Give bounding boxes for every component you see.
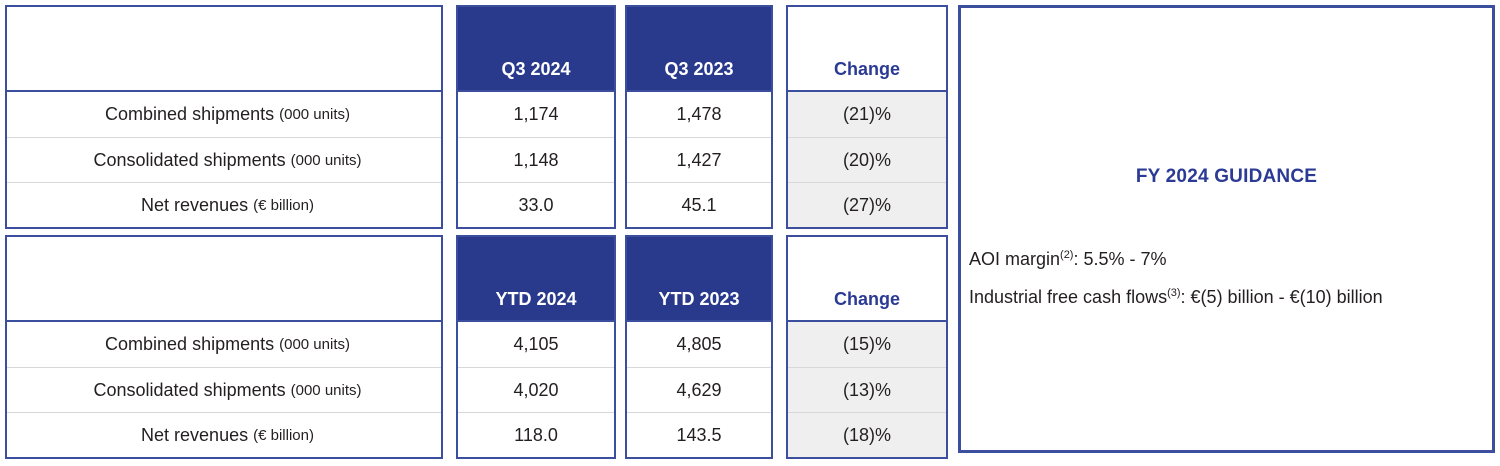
- column-header-q3-2024: Q3 2024: [458, 7, 614, 92]
- row-label-unit: (000 units): [290, 151, 362, 169]
- footnote-ref: (3): [1167, 287, 1181, 299]
- ytd-results-table: Combined shipments (000 units) Consolida…: [5, 235, 950, 459]
- quarter-column-q3-2024: Q3 2024 1,174 1,148 33.0: [456, 5, 616, 229]
- guidance-title: FY 2024 GUIDANCE: [1135, 166, 1318, 187]
- row-label-combined-shipments: Combined shipments (000 units): [7, 322, 441, 367]
- value-cell: 4,805: [676, 334, 722, 354]
- quarter-label-column: Combined shipments (000 units) Consolida…: [5, 5, 443, 229]
- column-header-change: Change: [788, 7, 946, 92]
- row-label-net-revenues: Net revenues (€ billion): [7, 182, 441, 227]
- column-header-q3-2023: Q3 2023: [627, 7, 771, 92]
- results-tables: Combined shipments (000 units) Consolida…: [5, 5, 950, 459]
- change-cell: (27)%: [788, 182, 946, 227]
- change-cell: (21)%: [788, 92, 946, 137]
- column-header-change: Change: [788, 237, 946, 322]
- row-label-text: Combined shipments: [105, 104, 275, 124]
- change-cell: (20)%: [788, 137, 946, 182]
- value-cell: 4,629: [627, 367, 771, 412]
- guidance-lines: AOI margin(2): 5.5% - 7% Industrial free…: [969, 240, 1484, 316]
- guidance-line-value: : €(5) billion - €(10) billion: [1180, 287, 1383, 307]
- value-cell: 4,020: [458, 367, 614, 412]
- row-label-unit: (000 units): [279, 106, 350, 123]
- row-label-text: Consolidated shipments: [93, 149, 286, 170]
- guidance-line-value: : 5.5% - 7%: [1073, 249, 1167, 269]
- ytd-label-column: Combined shipments (000 units) Consolida…: [5, 235, 443, 459]
- row-label-unit: (€ billion): [253, 196, 314, 214]
- quarter-results-table: Combined shipments (000 units) Consolida…: [5, 5, 950, 229]
- ytd-column-change: Change (15)% (13)% (18)%: [786, 235, 948, 459]
- value-cell: 4,105: [513, 334, 559, 354]
- row-label-net-revenues: Net revenues (€ billion): [7, 412, 441, 457]
- value-cell: 1,148: [458, 137, 614, 182]
- quarter-label-header-blank: [7, 7, 441, 92]
- column-header-ytd-2024: YTD 2024: [458, 237, 614, 322]
- guidance-line-industrial-fcf: Industrial free cash flows(3): €(5) bill…: [969, 278, 1484, 316]
- row-label-text: Consolidated shipments: [93, 379, 286, 400]
- value-cell: 1,174: [513, 104, 559, 124]
- ytd-label-header-blank: [7, 237, 441, 322]
- change-cell: (13)%: [788, 367, 946, 412]
- change-cell: (15)%: [788, 322, 946, 367]
- value-cell: 1,427: [627, 137, 771, 182]
- row-label-text: Net revenues: [141, 424, 249, 445]
- value-cell: 143.5: [627, 412, 771, 457]
- footnote-ref: (2): [1060, 249, 1074, 261]
- row-label-unit: (€ billion): [253, 426, 314, 444]
- row-label-consolidated-shipments: Consolidated shipments (000 units): [7, 367, 441, 412]
- guidance-line-text: Industrial free cash flows: [969, 287, 1168, 307]
- quarter-column-q3-2023: Q3 2023 1,478 1,427 45.1: [625, 5, 773, 229]
- column-header-ytd-2023: YTD 2023: [627, 237, 771, 322]
- guidance-line-aoi-margin: AOI margin(2): 5.5% - 7%: [969, 240, 1484, 278]
- row-label-unit: (000 units): [279, 336, 350, 353]
- row-label-unit: (000 units): [290, 381, 362, 399]
- value-cell: 118.0: [458, 412, 614, 457]
- change-cell: (18)%: [788, 412, 946, 457]
- row-label-consolidated-shipments: Consolidated shipments (000 units): [7, 137, 441, 182]
- value-cell: 1,478: [676, 104, 722, 124]
- guidance-panel: FY 2024 GUIDANCE AOI margin(2): 5.5% - 7…: [958, 5, 1495, 453]
- guidance-line-text: AOI margin: [969, 249, 1061, 269]
- value-cell: 45.1: [627, 182, 771, 227]
- row-label-text: Net revenues: [141, 194, 249, 215]
- row-label-combined-shipments: Combined shipments (000 units): [7, 92, 441, 137]
- value-cell: 33.0: [458, 182, 614, 227]
- ytd-column-ytd-2024: YTD 2024 4,105 4,020 118.0: [456, 235, 616, 459]
- quarter-column-change: Change (21)% (20)% (27)%: [786, 5, 948, 229]
- row-label-text: Combined shipments: [105, 334, 275, 354]
- ytd-column-ytd-2023: YTD 2023 4,805 4,629 143.5: [625, 235, 773, 459]
